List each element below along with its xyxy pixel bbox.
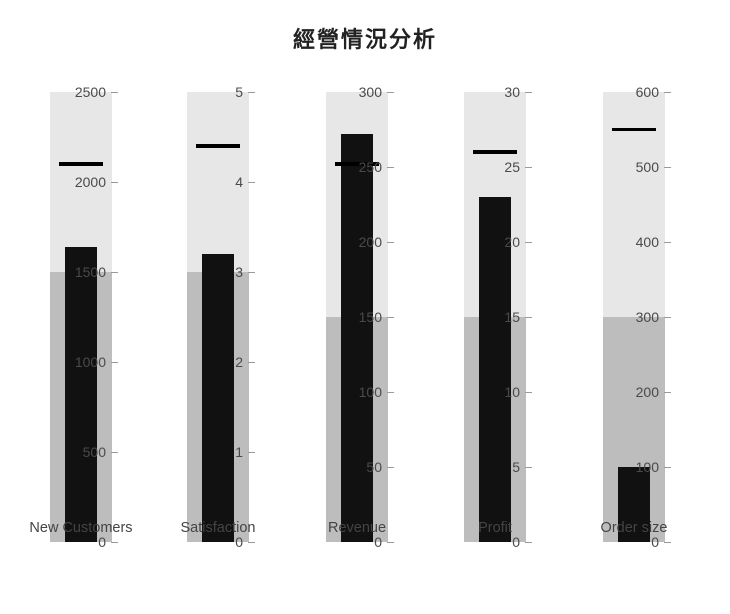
- tick-line: [111, 542, 118, 543]
- bullet-order-size: 0100200300400500600: [603, 92, 665, 542]
- tick-line: [387, 167, 394, 168]
- bullet-revenue: 050100150200250300: [326, 92, 388, 542]
- tick-line: [111, 452, 118, 453]
- target-marker: [612, 128, 656, 132]
- tick-line: [525, 392, 532, 393]
- bullet-profit: 051015202530: [464, 92, 526, 542]
- track: [326, 92, 388, 542]
- tick-line: [248, 542, 255, 543]
- value-bar: [65, 247, 97, 542]
- tick-line: [248, 182, 255, 183]
- target-marker: [473, 150, 517, 154]
- tick-line: [111, 272, 118, 273]
- tick-line: [387, 317, 394, 318]
- tick-line: [664, 542, 671, 543]
- tick-line: [248, 92, 255, 93]
- band: [50, 92, 112, 272]
- track: [464, 92, 526, 542]
- tick-line: [525, 167, 532, 168]
- tick-line: [111, 92, 118, 93]
- x-label: Profit: [430, 520, 560, 536]
- band: [603, 92, 665, 317]
- tick-line: [387, 392, 394, 393]
- chart-area: 05001000150020002500New Customers 012345S…: [0, 62, 730, 592]
- tick-line: [387, 467, 394, 468]
- tick-line: [664, 242, 671, 243]
- tick-line: [664, 167, 671, 168]
- tick-line: [664, 392, 671, 393]
- x-label: Satisfaction: [153, 520, 283, 536]
- target-marker: [335, 162, 379, 166]
- tick-line: [525, 317, 532, 318]
- tick-line: [248, 272, 255, 273]
- tick-line: [664, 467, 671, 468]
- tick-line: [387, 242, 394, 243]
- tick-line: [525, 542, 532, 543]
- tick-line: [387, 92, 394, 93]
- tick-line: [387, 542, 394, 543]
- tick-line: [111, 362, 118, 363]
- chart-title: 經營情況分析: [0, 0, 730, 62]
- value-bar: [479, 197, 511, 542]
- value-bar: [202, 254, 234, 542]
- tick-line: [525, 242, 532, 243]
- track: [603, 92, 665, 542]
- tick-line: [664, 317, 671, 318]
- track: [187, 92, 249, 542]
- value-bar: [341, 134, 373, 542]
- bullet-satisfaction: 012345: [187, 92, 249, 542]
- tick-line: [525, 467, 532, 468]
- tick-line: [664, 92, 671, 93]
- tick-line: [111, 182, 118, 183]
- band: [187, 92, 249, 272]
- target-marker: [196, 144, 240, 148]
- tick-line: [248, 452, 255, 453]
- x-label: Revenue: [292, 520, 422, 536]
- target-marker: [59, 162, 103, 166]
- track: [50, 92, 112, 542]
- tick-line: [248, 362, 255, 363]
- tick-line: [525, 92, 532, 93]
- x-label: New Customers: [16, 520, 146, 536]
- bullet-new-customers: 05001000150020002500: [50, 92, 112, 542]
- x-label: Order size: [569, 520, 699, 536]
